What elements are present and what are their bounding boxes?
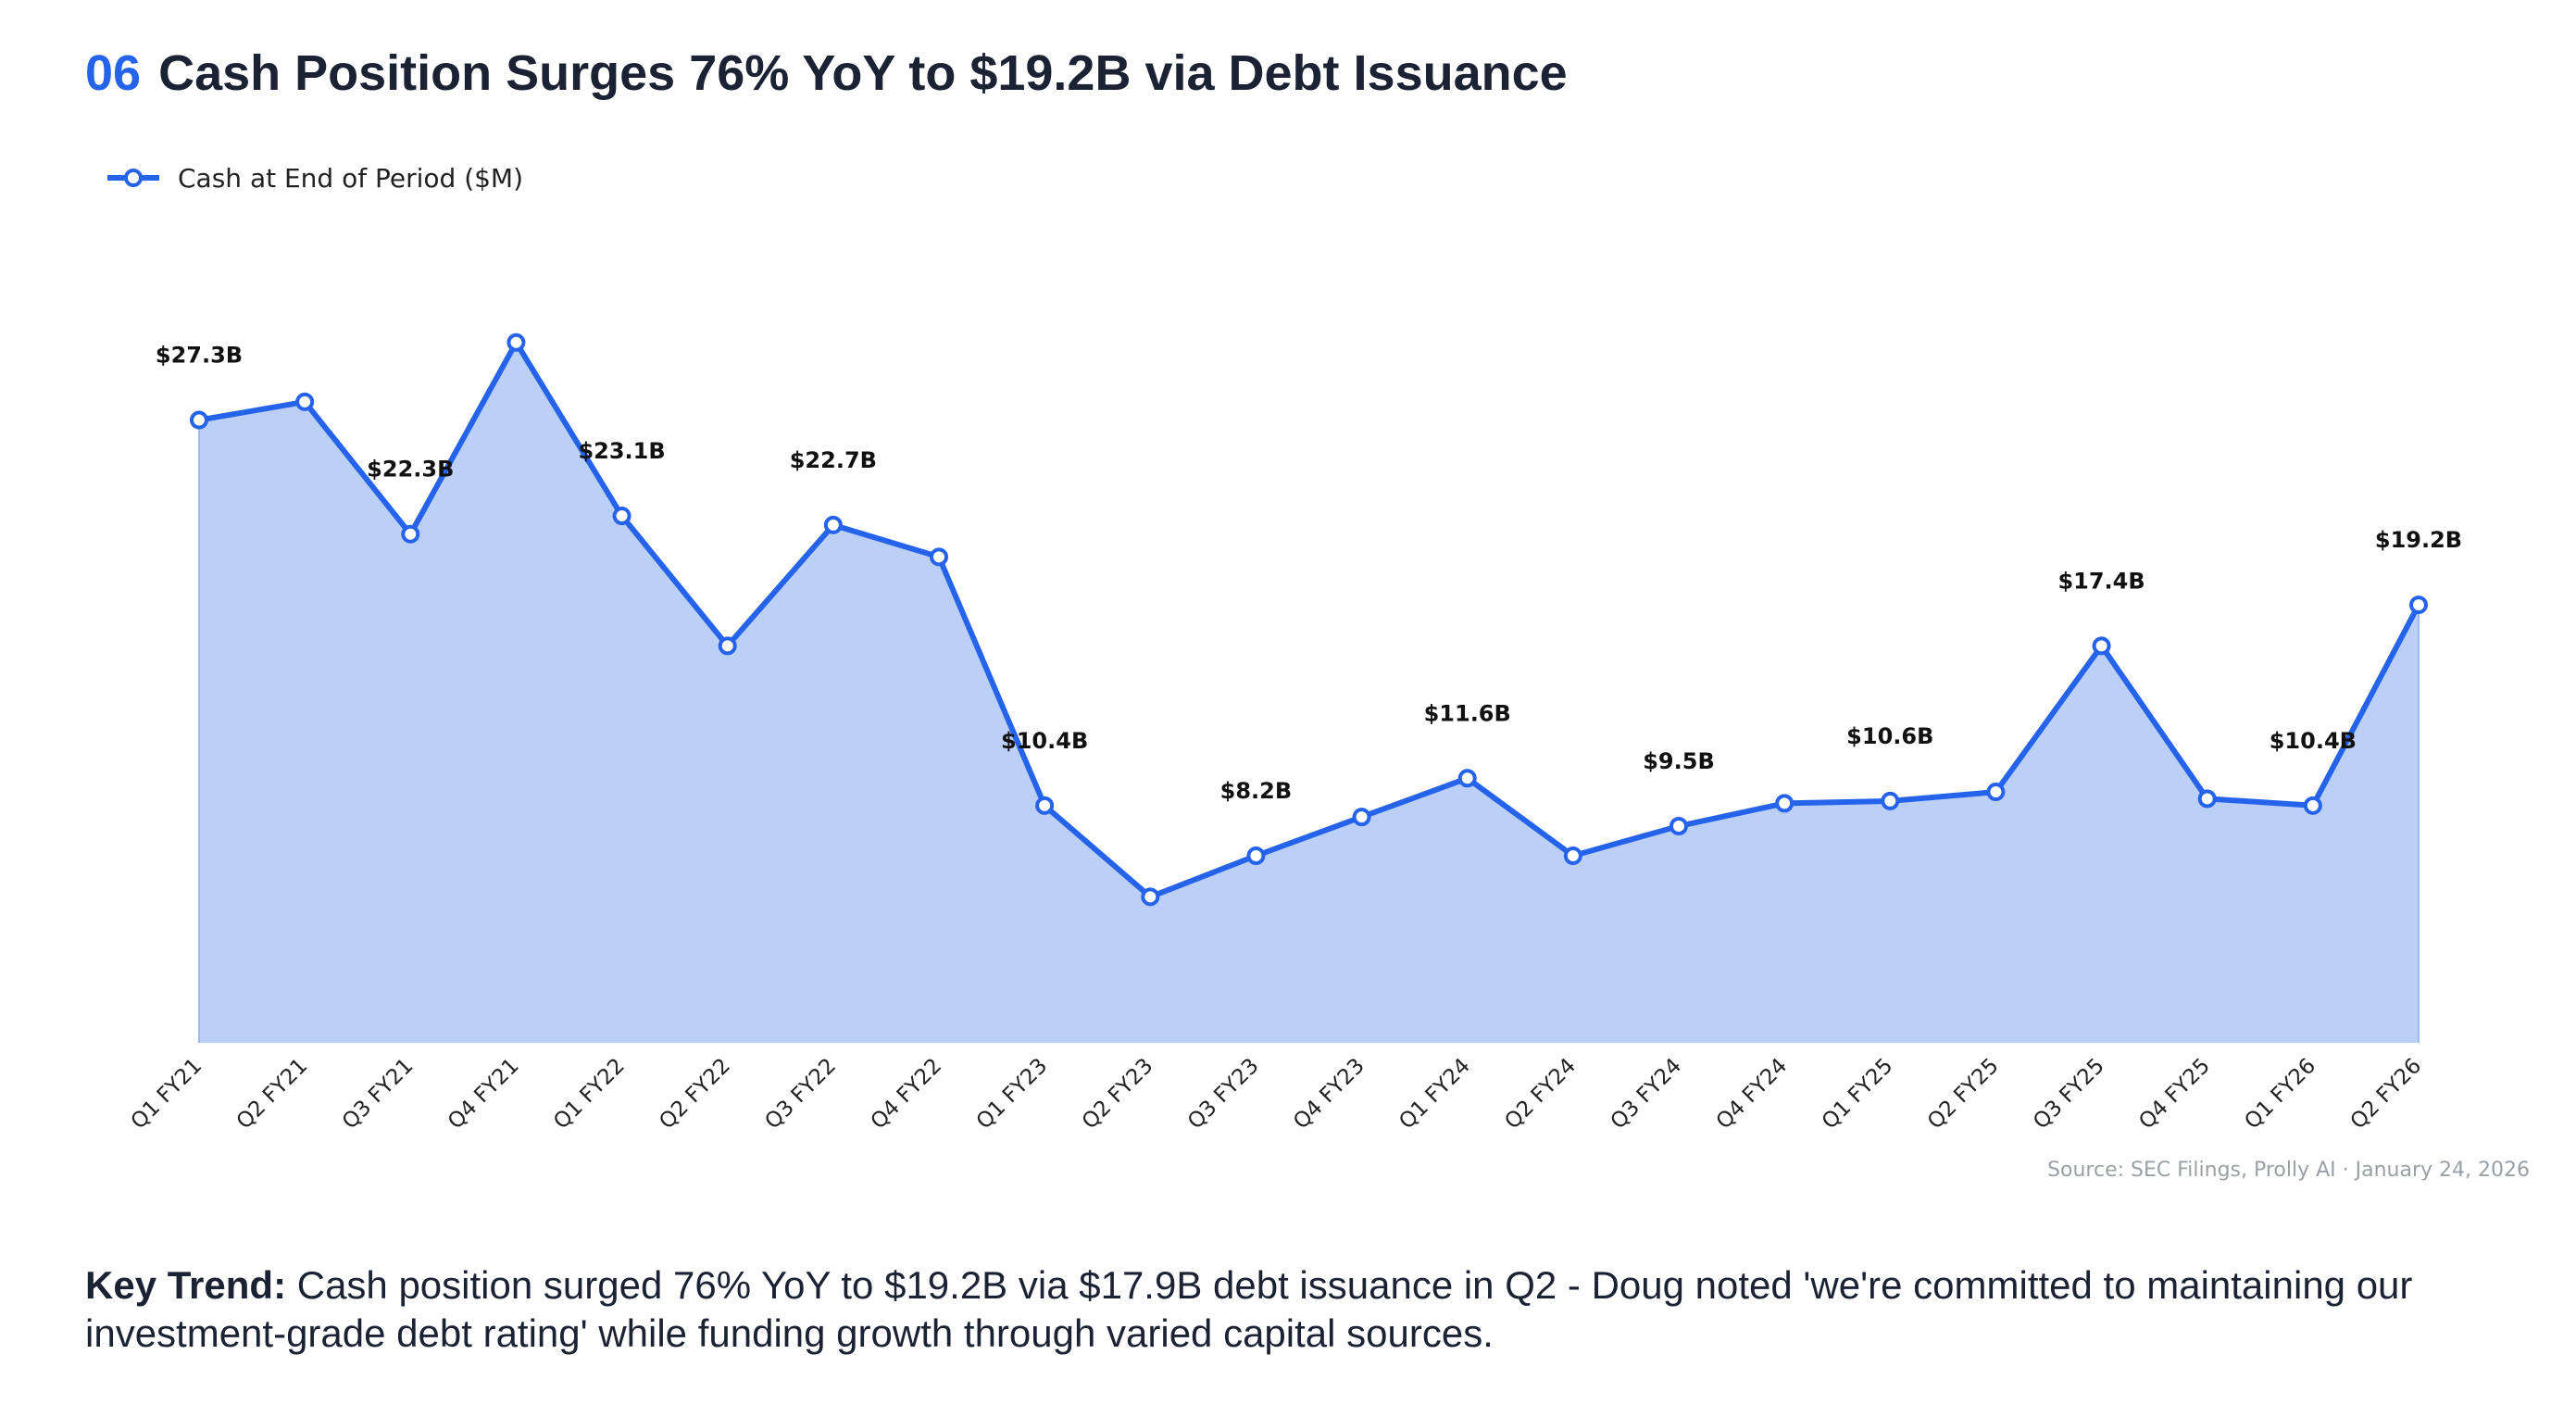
x-tick-label: Q3 FY25 — [2029, 1054, 2109, 1135]
x-tick-label: Q2 FY24 — [1500, 1054, 1581, 1135]
x-tick-label: Q2 FY21 — [232, 1054, 313, 1135]
x-tick-label: Q3 FY24 — [1607, 1054, 1687, 1135]
x-axis-ticks: Q1 FY21 Q2 FY21 Q3 FY21 Q4 FY21 Q1 FY22 Q2 FY… — [127, 1054, 2427, 1135]
series-line — [198, 339, 2421, 900]
data-point — [1775, 794, 1794, 813]
data-label: $10.4B — [2270, 728, 2357, 754]
data-point — [930, 547, 948, 567]
data-label: $22.7B — [790, 447, 877, 473]
x-tick-label: Q1 FY25 — [1818, 1054, 1898, 1135]
key-trend-text: Cash position surged 76% YoY to $19.2B v… — [85, 1263, 2413, 1355]
x-tick-label: Q1 FY26 — [2240, 1054, 2320, 1135]
chart-title: 06 Cash Position Surges 76% YoY to $19.2… — [85, 44, 1568, 102]
data-point — [190, 410, 208, 430]
x-tick-label: Q1 FY23 — [972, 1054, 1053, 1135]
line-chart: Cash at End of Period ($M) $27.3B$22.3B$… — [107, 163, 2530, 1182]
data-point — [823, 515, 843, 534]
data-point — [506, 332, 526, 352]
data-label: $17.4B — [2057, 568, 2145, 594]
x-tick-label: Q1 FY24 — [1394, 1054, 1475, 1135]
x-tick-label: Q4 FY21 — [444, 1054, 524, 1135]
data-point — [1035, 796, 1055, 815]
legend-marker — [124, 169, 143, 187]
source-note: Source: SEC Filings, Prolly AI · January… — [2047, 1159, 2530, 1182]
data-point — [1457, 769, 1477, 788]
data-point — [1881, 791, 1900, 810]
x-tick-label: Q4 FY25 — [2134, 1054, 2215, 1135]
data-point — [295, 392, 315, 411]
data-label: $9.5B — [1643, 748, 1715, 774]
x-tick-label: Q4 FY23 — [1289, 1054, 1369, 1135]
legend: Cash at End of Period ($M) — [107, 163, 523, 194]
data-label: $27.3B — [156, 343, 243, 369]
data-point — [401, 524, 420, 544]
data-label: $11.6B — [1424, 700, 1511, 726]
x-tick-label: Q2 FY26 — [2346, 1054, 2427, 1135]
x-tick-label: Q2 FY22 — [655, 1054, 735, 1135]
data-point — [718, 636, 737, 656]
data-point — [1246, 846, 1266, 866]
data-point — [1352, 808, 1371, 827]
title-text: Cash Position Surges 76% YoY to $19.2B v… — [158, 45, 1568, 101]
data-label: $22.3B — [367, 457, 454, 483]
x-tick-label: Q2 FY25 — [1923, 1054, 2004, 1135]
data-points — [190, 332, 2428, 907]
series-area — [199, 342, 2419, 1043]
x-tick-label: Q3 FY21 — [338, 1054, 419, 1135]
data-label: $8.2B — [1220, 778, 1293, 804]
data-point — [1986, 783, 2006, 802]
x-tick-label: Q1 FY21 — [127, 1054, 207, 1135]
section-number: 06 — [85, 45, 142, 101]
data-label: $23.1B — [578, 438, 665, 464]
data-labels: $27.3B $22.3B $23.1B $22.7B $10.4B $8.2B $11.6… — [156, 343, 2462, 804]
data-point — [2409, 596, 2428, 615]
data-label: $10.4B — [1001, 728, 1088, 754]
data-label: $19.2B — [2375, 527, 2462, 553]
x-tick-label: Q4 FY22 — [867, 1054, 947, 1135]
x-tick-label: Q3 FY22 — [760, 1054, 841, 1135]
x-tick-label: Q3 FY23 — [1183, 1054, 1264, 1135]
data-point — [1669, 817, 1688, 835]
data-point — [2197, 789, 2217, 809]
legend-label: Cash at End of Period ($M) — [178, 163, 523, 194]
data-label: $10.6B — [1846, 723, 1933, 749]
key-trend: Key Trend: Cash position surged 76% YoY … — [85, 1261, 2511, 1358]
data-point — [2092, 636, 2111, 656]
data-point — [2303, 796, 2322, 815]
x-tick-label: Q2 FY23 — [1078, 1054, 1158, 1135]
x-tick-label: Q1 FY22 — [549, 1054, 630, 1135]
x-tick-label: Q4 FY24 — [1712, 1054, 1793, 1135]
data-point — [1563, 846, 1582, 866]
data-point — [612, 507, 631, 526]
data-point — [1141, 887, 1160, 907]
key-trend-label: Key Trend: — [85, 1263, 287, 1307]
